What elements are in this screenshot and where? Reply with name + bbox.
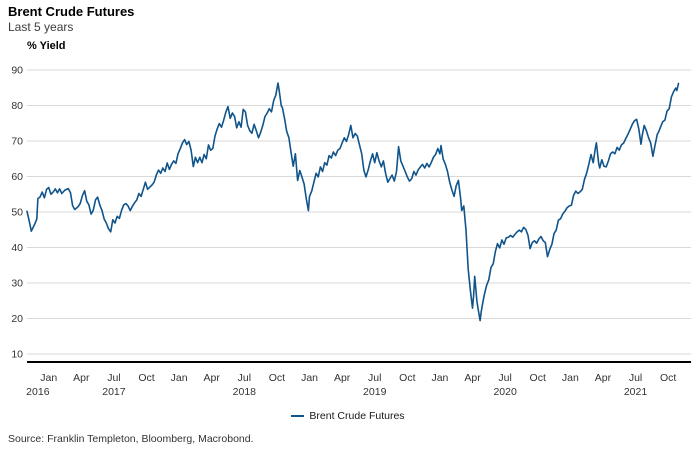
x-tick-label: Jan [171,372,188,384]
legend-line-swatch [291,415,305,417]
x-tick-label: Oct [530,372,546,384]
x-tick-label: Apr [595,372,612,384]
x-tick-label: Apr [204,372,221,384]
x-tick-label: Oct [660,372,676,384]
x-tick-label: Oct [138,372,154,384]
y-tick-label: 30 [11,278,23,290]
x-tick-labels-group: Jan Apr Jul Oct Jan Apr Jul Oct Jan Apr Jul Oct Jan A… [26,372,676,398]
source-note: Source: Franklin Templeton, Bloomberg, M… [8,433,254,445]
series-group [26,82,680,322]
x-tick-label: Jul [238,372,251,384]
y-tick-label: 60 [11,171,23,183]
x-year-label: 2020 [493,386,517,398]
x-tick-label: Apr [334,372,351,384]
x-tick-label: Jan [40,372,57,384]
y-tick-label: 90 [11,65,23,77]
y-tick-label: 10 [11,349,23,361]
x-year-label: 2016 [26,386,50,398]
chart-subtitle: Last 5 years [8,20,74,34]
series-line [26,82,680,322]
legend-label: Brent Crude Futures [309,410,405,422]
gridlines-group [27,69,691,355]
y-tick-label: 70 [11,136,23,148]
x-tick-label: Jan [431,372,448,384]
y-axis-title: % Yield [27,40,66,52]
x-tick-label: Apr [464,372,481,384]
x-tick-label: Jul [498,372,511,384]
x-year-label: 2017 [102,386,126,398]
x-tick-label: Jan [562,372,579,384]
x-tick-label: Jan [301,372,318,384]
x-year-label: 2021 [624,386,648,398]
y-tick-label: 20 [11,313,23,325]
x-tick-label: Oct [399,372,415,384]
y-tick-labels-group: 90 80 70 60 50 40 30 20 10 [11,65,23,361]
y-tick-label: 80 [11,100,23,112]
x-tick-label: Apr [73,372,90,384]
x-tick-label: Jul [629,372,642,384]
y-tick-label: 40 [11,242,23,254]
x-tick-label: Jul [107,372,120,384]
x-tick-label: Oct [269,372,285,384]
x-year-label: 2019 [363,386,387,398]
legend: Brent Crude Futures [0,410,696,422]
x-tick-label: Jul [368,372,381,384]
x-year-label: 2018 [233,386,257,398]
chart-title: Brent Crude Futures [8,4,135,19]
y-tick-label: 50 [11,207,23,219]
